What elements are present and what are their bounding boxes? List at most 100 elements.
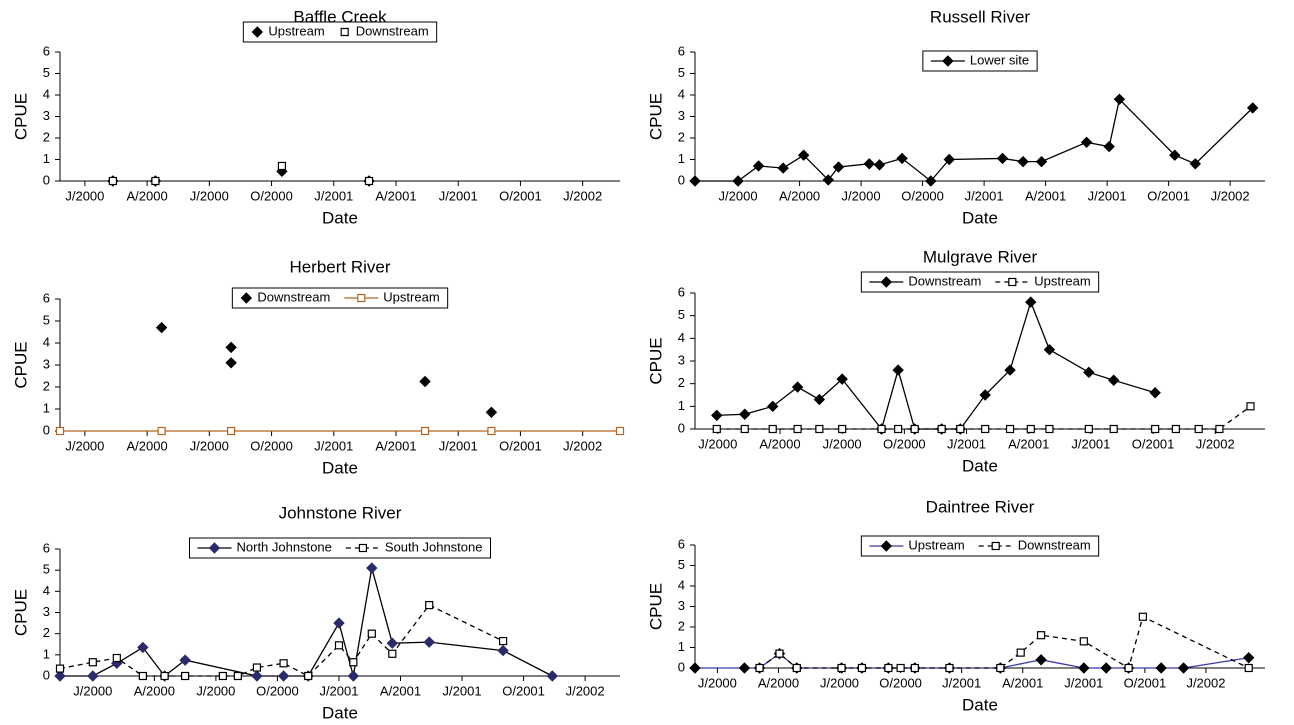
x-tick-label: J/2001 bbox=[947, 436, 986, 451]
x-tick-label: O/2000 bbox=[250, 188, 293, 203]
x-tick-label: O/2000 bbox=[883, 436, 926, 451]
square-marker bbox=[334, 641, 344, 650]
legend-label: Upstream bbox=[268, 23, 324, 38]
square-marker bbox=[420, 426, 430, 436]
square-marker bbox=[1124, 663, 1133, 673]
x-tick-label: A/2001 bbox=[375, 188, 416, 203]
square-marker bbox=[837, 663, 846, 673]
square-marker bbox=[487, 426, 496, 436]
square-marker bbox=[1171, 424, 1180, 434]
x-axis-label: Date bbox=[322, 458, 358, 477]
y-axis-label: CPUE bbox=[646, 583, 665, 630]
diamond-marker bbox=[752, 160, 765, 172]
diamond-marker bbox=[87, 670, 99, 682]
diamond-marker bbox=[1083, 366, 1095, 379]
x-tick-label: J/2002 bbox=[563, 438, 602, 453]
square-marker bbox=[425, 600, 434, 610]
square-marker bbox=[945, 663, 954, 673]
square-marker bbox=[910, 663, 919, 673]
square-marker bbox=[793, 424, 802, 434]
square-marker bbox=[1151, 424, 1160, 434]
x-tick-label: J/2000 bbox=[73, 683, 112, 698]
square-marker bbox=[1194, 424, 1203, 434]
diamond-marker bbox=[689, 662, 701, 674]
square-marker bbox=[1079, 637, 1088, 646]
x-tick-label: J/2002 bbox=[566, 683, 605, 698]
x-axis-label: Date bbox=[962, 695, 998, 714]
x-tick-label: A/2000 bbox=[127, 438, 168, 453]
square-marker bbox=[233, 671, 242, 681]
x-tick-label: A/2001 bbox=[1002, 675, 1043, 690]
series-line bbox=[60, 567, 553, 677]
x-tick-label: O/2001 bbox=[1124, 675, 1167, 690]
diamond-marker bbox=[777, 162, 789, 174]
square-marker bbox=[1244, 663, 1253, 673]
square-marker bbox=[349, 658, 358, 667]
square-marker bbox=[937, 424, 946, 434]
square-marker bbox=[1084, 424, 1093, 434]
y-tick-label: 0 bbox=[43, 172, 50, 187]
y-tick-label: 5 bbox=[678, 557, 685, 572]
square-marker bbox=[181, 671, 190, 681]
legend-label: Upstream bbox=[383, 289, 439, 304]
diamond-marker bbox=[1017, 155, 1029, 168]
x-tick-label: J/2002 bbox=[563, 188, 602, 203]
square-marker bbox=[996, 663, 1005, 673]
legend-marker bbox=[340, 27, 349, 37]
legend-marker bbox=[880, 276, 893, 288]
square-marker bbox=[498, 636, 508, 646]
x-tick-label: O/2000 bbox=[879, 675, 922, 690]
legend-box bbox=[922, 50, 1038, 72]
x-axis-label: Date bbox=[322, 208, 358, 227]
y-axis-label: CPUE bbox=[11, 589, 30, 636]
panel-title: Johnstone River bbox=[279, 503, 402, 522]
diamond-marker bbox=[366, 562, 378, 574]
y-tick-label: 1 bbox=[43, 151, 50, 166]
legend: Upstream Downstream bbox=[860, 535, 1100, 557]
x-tick-label: O/2001 bbox=[499, 188, 542, 203]
square-marker bbox=[138, 671, 147, 681]
diamond-marker bbox=[1004, 364, 1016, 376]
square-marker bbox=[112, 653, 121, 663]
legend-box bbox=[860, 271, 1100, 293]
square-marker bbox=[55, 664, 65, 673]
y-tick-label: 3 bbox=[43, 108, 50, 123]
x-tick-label: J/2000 bbox=[190, 188, 229, 203]
square-marker bbox=[279, 659, 288, 668]
y-tick-label: 4 bbox=[43, 583, 50, 598]
series-line bbox=[716, 300, 1156, 431]
x-tick-label: J/2000 bbox=[190, 438, 229, 453]
y-tick-label: 1 bbox=[678, 639, 685, 654]
square-marker bbox=[227, 426, 236, 436]
square-marker bbox=[160, 671, 169, 681]
square-marker bbox=[108, 176, 117, 186]
x-tick-label: J/2001 bbox=[314, 438, 353, 453]
series-line bbox=[716, 405, 1251, 430]
diamond-marker bbox=[1080, 136, 1093, 149]
diamond-marker bbox=[225, 357, 237, 369]
legend-marker bbox=[208, 542, 221, 554]
x-tick-label: J/2001 bbox=[1088, 188, 1127, 203]
square-marker bbox=[1016, 648, 1025, 657]
y-tick-label: 4 bbox=[678, 577, 685, 592]
square-marker bbox=[1026, 424, 1035, 434]
x-tick-label: A/2001 bbox=[375, 438, 416, 453]
legend-label: South Johnstone bbox=[385, 539, 483, 554]
diamond-marker bbox=[497, 644, 509, 657]
x-axis-label: Date bbox=[962, 456, 998, 475]
legend-box bbox=[242, 21, 438, 43]
square-marker bbox=[740, 424, 749, 434]
x-tick-label: J/2001 bbox=[443, 683, 482, 698]
square-marker bbox=[1138, 612, 1147, 621]
x-tick-label: J/2001 bbox=[1064, 675, 1103, 690]
x-axis-label: Date bbox=[962, 208, 998, 227]
square-marker bbox=[367, 629, 376, 638]
y-tick-label: 6 bbox=[678, 536, 685, 551]
x-tick-label: O/2000 bbox=[250, 438, 293, 453]
diamond-marker bbox=[689, 175, 701, 187]
diamond-marker bbox=[836, 373, 848, 385]
x-tick-label: O/2001 bbox=[1132, 436, 1175, 451]
square-marker bbox=[1109, 424, 1118, 434]
y-tick-label: 0 bbox=[678, 659, 685, 674]
legend-marker bbox=[880, 540, 893, 552]
